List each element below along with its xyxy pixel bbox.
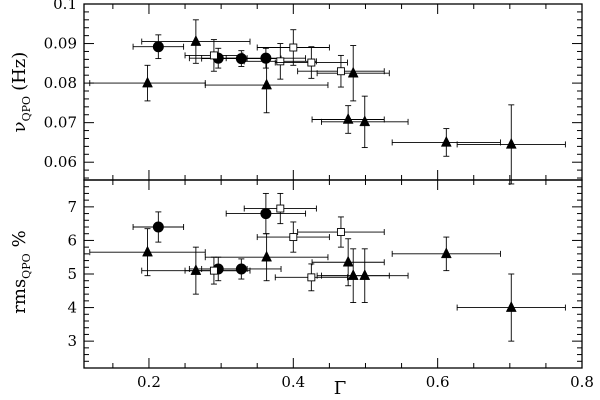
circle-marker [152, 221, 164, 233]
triangle-marker [359, 115, 371, 127]
square-marker [307, 273, 316, 282]
square-marker [289, 233, 298, 242]
y-tick-label-top: 0.08 [44, 74, 77, 92]
top-ylabel: νQPO (Hz) [9, 52, 33, 133]
data-point-triangle [321, 248, 409, 303]
x-axis-label: Γ [334, 378, 347, 399]
x-tick-label: 0.2 [137, 373, 161, 391]
y-tick-label-bottom: 7 [67, 198, 77, 216]
y-tick-label-top: 0.07 [44, 114, 77, 132]
x-tick-label: 0.6 [426, 373, 450, 391]
triangle-marker [190, 264, 202, 275]
y-tick-label-top: 0.09 [44, 35, 77, 53]
data-point-open-square [256, 29, 330, 66]
bottom-ylabel: rmsQPO% [9, 230, 33, 313]
data-point-triangle [311, 105, 385, 134]
triangle-marker [261, 250, 273, 262]
data-point-open-square [184, 256, 244, 285]
square-marker [336, 67, 345, 76]
circle-marker [260, 52, 272, 64]
plot-frame-bottom [83, 179, 583, 369]
data-point-open-square [297, 54, 385, 88]
bottom-ylabel-main: rms [9, 279, 30, 314]
top-panel: 0.06 0.07 0.08 0.09 0.1 [44, 0, 583, 185]
y-tick-label-top: 0.06 [44, 153, 77, 171]
square-marker [209, 266, 218, 275]
data-point-open-square [297, 216, 385, 248]
circle-marker [235, 263, 247, 275]
square-marker [209, 51, 218, 60]
bottom-panel: 3 4 5 6 7 0.2 0.4 0.6 0.8 [67, 179, 594, 391]
top-ylabel-main: ν [9, 121, 30, 132]
y-tick-label-bottom: 5 [67, 265, 77, 283]
triangle-marker [347, 66, 359, 78]
data-point-circle [225, 192, 307, 235]
data-point-triangle [89, 64, 206, 102]
y-tick-label-top: 0.1 [53, 0, 77, 13]
data-point-open-square [243, 192, 317, 225]
data-point-triangle [456, 273, 566, 342]
data-point-open-square [243, 43, 317, 80]
data-point-triangle [204, 56, 329, 114]
triangle-marker [440, 135, 452, 147]
data-point-circle [132, 211, 185, 243]
data-point-circle [132, 34, 185, 60]
data-point-triangle [316, 45, 390, 102]
y-tick-label-bottom: 6 [67, 231, 77, 249]
data-point-triangle [456, 104, 566, 185]
square-marker [289, 43, 298, 52]
bottom-ylabel-sub: QPO [20, 253, 33, 278]
data-point-triangle [391, 128, 501, 157]
circle-marker [260, 208, 272, 220]
data-point-triangle [141, 19, 251, 64]
triangle-marker [347, 269, 359, 280]
top-ylabel-sub: QPO [20, 96, 33, 121]
y-tick-label-bottom: 4 [67, 299, 77, 317]
top-ylabel-unit: (Hz) [9, 52, 30, 91]
triangle-marker [142, 245, 153, 257]
bottom-ylabel-unit: % [9, 230, 30, 247]
triangle-marker [142, 76, 153, 88]
triangle-marker [505, 301, 517, 312]
triangle-marker [190, 35, 202, 46]
data-point-triangle [311, 238, 385, 287]
data-point-open-square [184, 39, 244, 72]
circle-marker [152, 41, 164, 53]
plot-frame-top [83, 3, 583, 181]
data-point-triangle [321, 95, 409, 149]
x-tick-label: 0.4 [281, 373, 305, 391]
square-marker [307, 58, 316, 67]
data-point-open-square [274, 263, 348, 292]
data-point-triangle [391, 236, 501, 272]
square-marker [336, 228, 345, 236]
triangle-marker [261, 78, 273, 90]
data-point-triangle [89, 228, 206, 277]
square-marker [276, 204, 285, 213]
x-tick-label: 0.8 [570, 373, 594, 391]
triangle-marker [342, 255, 354, 267]
y-tick-label-bottom: 3 [67, 332, 77, 350]
data-point-open-square [274, 46, 348, 79]
triangle-marker [359, 269, 371, 280]
square-marker [276, 57, 285, 66]
data-point-open-square [256, 221, 330, 253]
triangle-marker [342, 112, 354, 124]
triangle-marker [440, 247, 452, 259]
triangle-marker [505, 137, 517, 149]
